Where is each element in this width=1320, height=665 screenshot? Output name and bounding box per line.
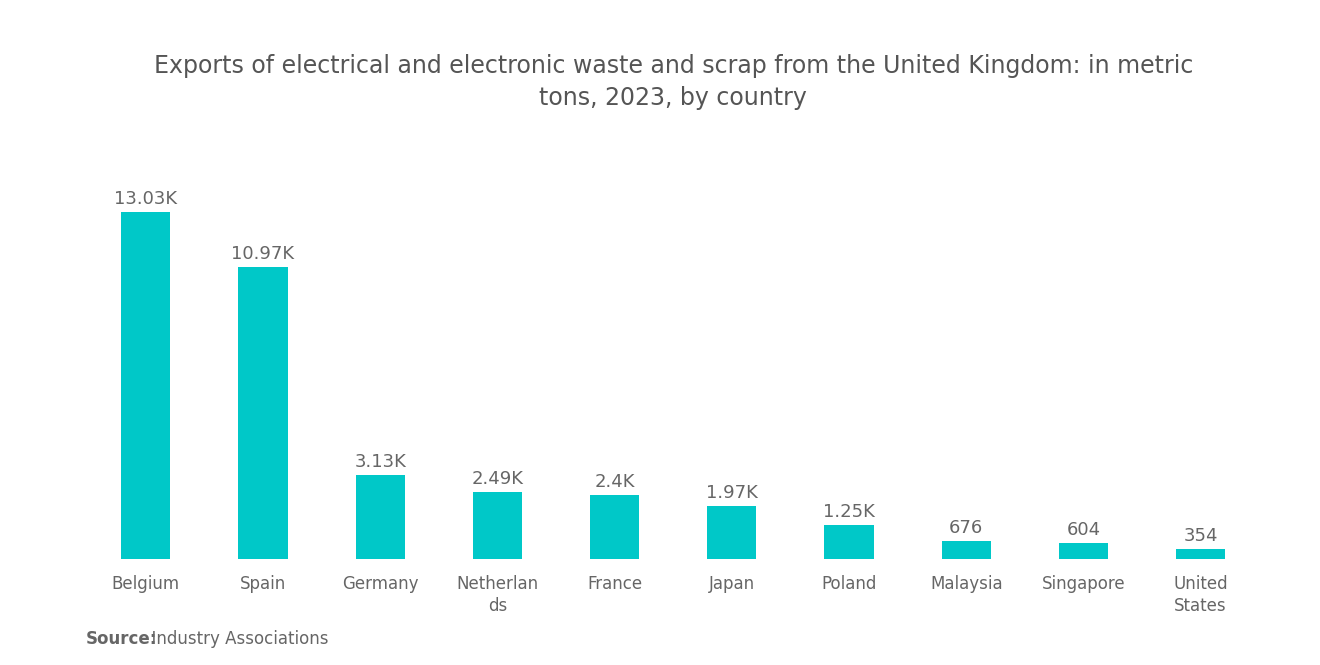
Text: 604: 604 bbox=[1067, 521, 1101, 539]
Bar bbox=[825, 525, 874, 559]
Text: 2.4K: 2.4K bbox=[594, 473, 635, 491]
Text: Source:: Source: bbox=[86, 630, 157, 648]
Text: 13.03K: 13.03K bbox=[115, 190, 177, 208]
Text: Industry Associations: Industry Associations bbox=[141, 630, 329, 648]
Bar bbox=[941, 541, 991, 559]
Title: Exports of electrical and electronic waste and scrap from the United Kingdom: in: Exports of electrical and electronic was… bbox=[153, 54, 1193, 110]
Text: 354: 354 bbox=[1183, 527, 1218, 545]
Text: 676: 676 bbox=[949, 519, 983, 537]
Text: 10.97K: 10.97K bbox=[231, 245, 294, 263]
Bar bbox=[121, 212, 170, 559]
Text: 1.25K: 1.25K bbox=[824, 503, 875, 521]
Bar bbox=[1176, 549, 1225, 559]
Bar bbox=[1059, 543, 1107, 559]
Bar bbox=[239, 267, 288, 559]
Bar bbox=[355, 475, 405, 559]
Bar bbox=[473, 492, 521, 559]
Bar bbox=[590, 495, 639, 559]
Text: 3.13K: 3.13K bbox=[354, 454, 407, 471]
Text: 2.49K: 2.49K bbox=[471, 470, 524, 488]
Text: 1.97K: 1.97K bbox=[706, 484, 758, 502]
Bar bbox=[708, 506, 756, 559]
